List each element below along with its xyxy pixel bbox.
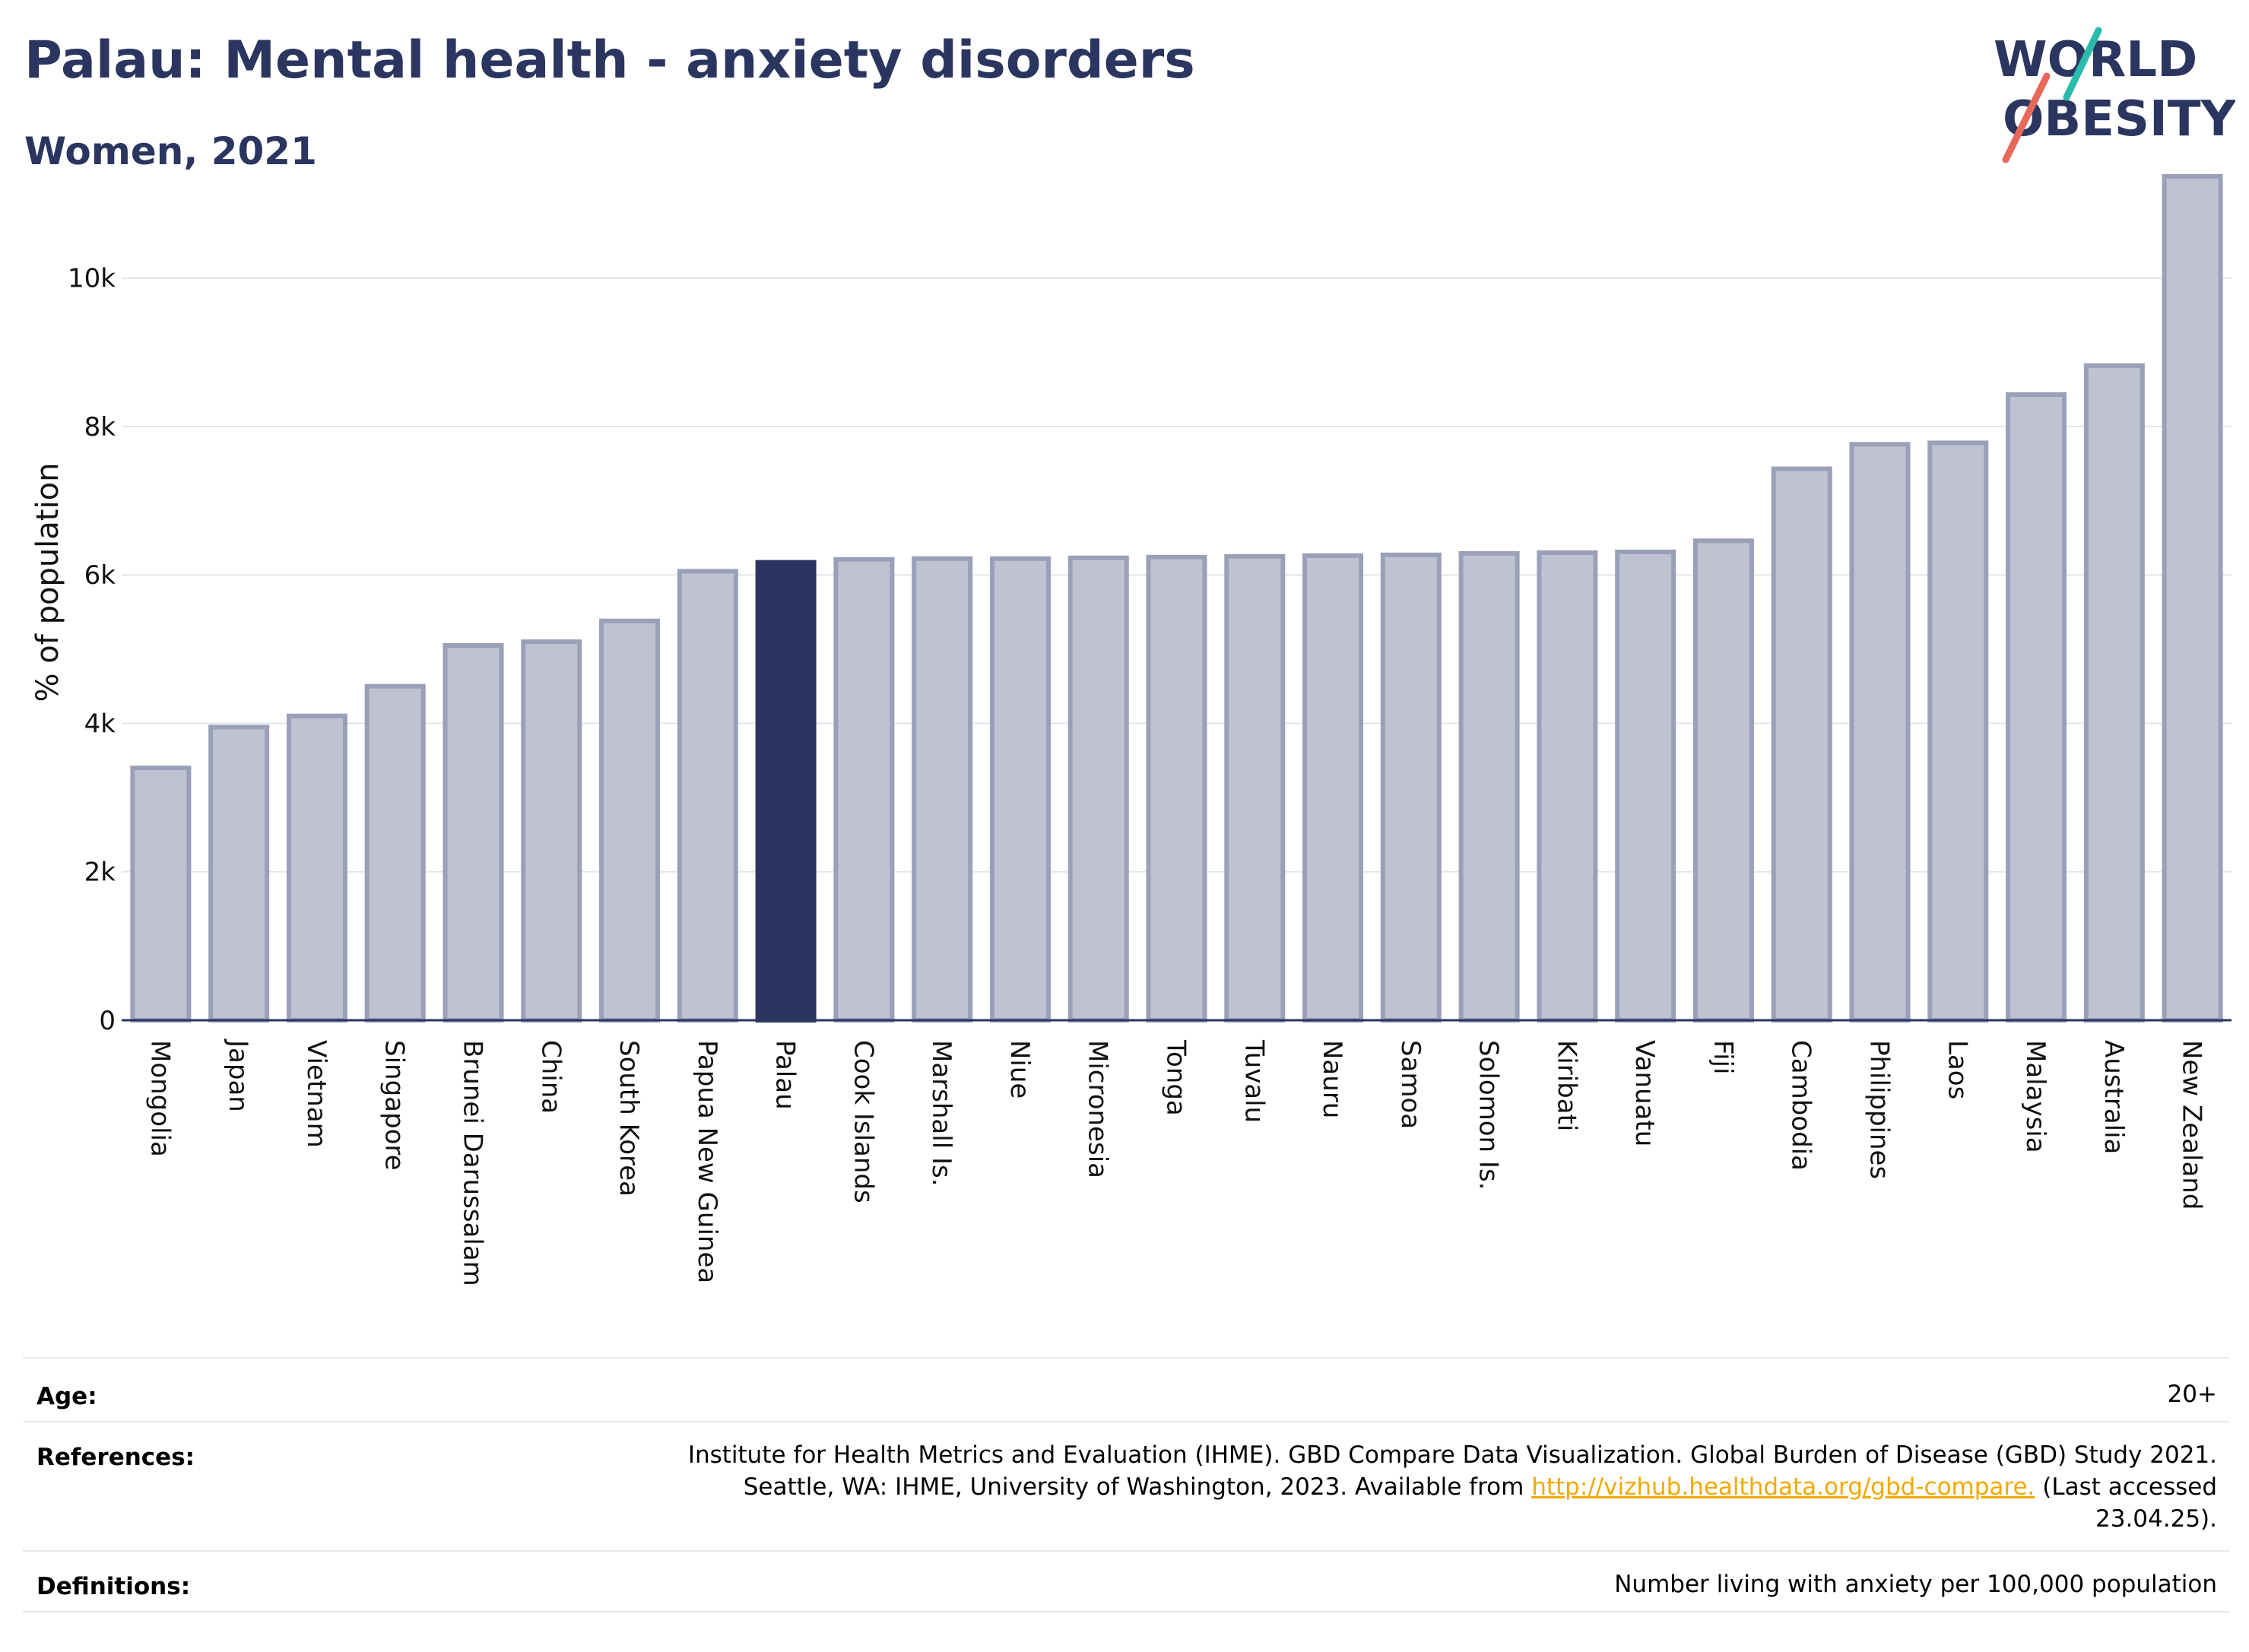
bar bbox=[1458, 550, 1520, 1023]
bar bbox=[1224, 553, 1286, 1023]
meta-row-age: Age: 20+ bbox=[23, 1372, 2229, 1418]
divider bbox=[23, 1421, 2229, 1422]
page-subtitle: Women, 2021 bbox=[24, 129, 317, 173]
references-line1: Institute for Health Metrics and Evaluat… bbox=[687, 1441, 2217, 1469]
bar bbox=[286, 713, 347, 1023]
y-tick-label: 0 bbox=[99, 1006, 116, 1036]
meta-row-references: References: Institute for Health Metrics… bbox=[23, 1433, 2229, 1555]
x-tick-label: Papua New Guinea bbox=[692, 1040, 722, 1283]
logo-slash-coral bbox=[2002, 72, 2051, 163]
x-tick-label: Kiribati bbox=[1551, 1040, 1581, 1131]
bar bbox=[912, 556, 973, 1023]
bar bbox=[677, 569, 738, 1023]
bar bbox=[1615, 549, 1676, 1023]
bar bbox=[2162, 173, 2223, 1023]
bar bbox=[1067, 555, 1129, 1023]
age-value: 20+ bbox=[2167, 1381, 2217, 1408]
references-line2-text: Seattle, WA: IHME, University of Washing… bbox=[743, 1473, 1532, 1501]
bar bbox=[989, 556, 1051, 1023]
x-tick-label: Palau bbox=[770, 1040, 801, 1110]
bar bbox=[208, 725, 270, 1023]
bar bbox=[521, 639, 582, 1023]
bar bbox=[833, 556, 895, 1023]
bar bbox=[1927, 440, 1989, 1023]
bar-highlight bbox=[755, 560, 817, 1023]
bar bbox=[1537, 550, 1598, 1023]
x-tick-label: Solomon Is. bbox=[1473, 1040, 1504, 1190]
x-tick-label: Singapore bbox=[379, 1040, 410, 1171]
bar bbox=[1692, 538, 1754, 1023]
y-tick-label: 8k bbox=[84, 412, 116, 442]
references-line2: Seattle, WA: IHME, University of Washing… bbox=[688, 1471, 2217, 1503]
bar bbox=[2006, 392, 2067, 1023]
bar bbox=[443, 642, 504, 1023]
x-tick-label: Mongolia bbox=[144, 1040, 175, 1157]
x-tick-label: Australia bbox=[2098, 1040, 2129, 1154]
logo-line2: OBESITY bbox=[2003, 91, 2235, 147]
references-label: References: bbox=[36, 1444, 195, 1471]
x-tick-label: Vanuatu bbox=[1629, 1040, 1660, 1146]
logo-slash-teal bbox=[2063, 27, 2102, 101]
bar bbox=[1849, 442, 1911, 1023]
x-tick-label: Laos bbox=[1942, 1040, 1972, 1099]
y-tick-label: 6k bbox=[84, 560, 116, 591]
y-tick-label: 2k bbox=[84, 858, 116, 888]
x-tick-label: New Zealand bbox=[2177, 1040, 2207, 1210]
x-tick-label: Cook Islands bbox=[848, 1040, 878, 1203]
world-obesity-logo: WORLD OBESITY bbox=[1994, 27, 2235, 163]
references-line2-suffix: (Last accessed bbox=[2035, 1473, 2217, 1501]
x-tick-label: Malaysia bbox=[2020, 1040, 2051, 1153]
x-tick-label: Micronesia bbox=[1083, 1040, 1113, 1178]
x-tick-label: Brunei Darussalam bbox=[458, 1040, 488, 1286]
x-tick-label: Marshall Is. bbox=[926, 1040, 956, 1187]
bar bbox=[364, 683, 426, 1023]
x-tick-label: Vietnam bbox=[301, 1040, 331, 1148]
bar bbox=[1771, 466, 1832, 1023]
bar bbox=[2083, 363, 2145, 1023]
divider bbox=[23, 1611, 2229, 1612]
bar-chart: 0 2k 4k 6k 8k 10k % of population Mongolia Japan… bbox=[30, 173, 2232, 1286]
x-tick-label: South Korea bbox=[614, 1040, 644, 1197]
y-axis-title: % of population bbox=[30, 463, 65, 702]
references-line3: 23.04.25). bbox=[2095, 1505, 2217, 1533]
x-tick-label: China bbox=[535, 1040, 566, 1114]
divider bbox=[23, 1550, 2229, 1552]
y-tick-label: 10k bbox=[68, 264, 116, 294]
x-tick-label: Cambodia bbox=[1786, 1040, 1816, 1171]
definitions-value: Number living with anxiety per 100,000 p… bbox=[1614, 1571, 2217, 1598]
x-tick-label: Samoa bbox=[1395, 1040, 1426, 1129]
divider bbox=[23, 1357, 2229, 1359]
definitions-label: Definitions: bbox=[36, 1573, 191, 1600]
references-value: Institute for Health Metrics and Evaluat… bbox=[688, 1439, 2217, 1535]
x-tick-label: Japan bbox=[223, 1038, 253, 1112]
metadata-table: Age: 20+ References: Institute for Healt… bbox=[23, 1357, 2229, 1631]
bar bbox=[1302, 553, 1364, 1023]
x-tick-label: Fiji bbox=[1708, 1040, 1738, 1074]
x-tick-label: Philippines bbox=[1864, 1040, 1895, 1179]
x-tick-label: Nauru bbox=[1317, 1040, 1347, 1118]
age-label: Age: bbox=[36, 1383, 97, 1410]
meta-row-definitions: Definitions: Number living with anxiety … bbox=[23, 1562, 2229, 1608]
references-link[interactable]: http://vizhub.healthdata.org/gbd-compare… bbox=[1531, 1473, 2035, 1501]
x-tick-label: Tuvalu bbox=[1239, 1039, 1269, 1123]
bar bbox=[130, 766, 192, 1023]
bar bbox=[1380, 552, 1442, 1023]
bar bbox=[1146, 554, 1207, 1023]
bar bbox=[599, 618, 661, 1023]
page-title: Palau: Mental health - anxiety disorders bbox=[24, 30, 1195, 90]
x-tick-label: Tonga bbox=[1161, 1039, 1191, 1116]
x-tick-label: Niue bbox=[1004, 1040, 1035, 1099]
y-tick-label: 4k bbox=[84, 709, 116, 739]
